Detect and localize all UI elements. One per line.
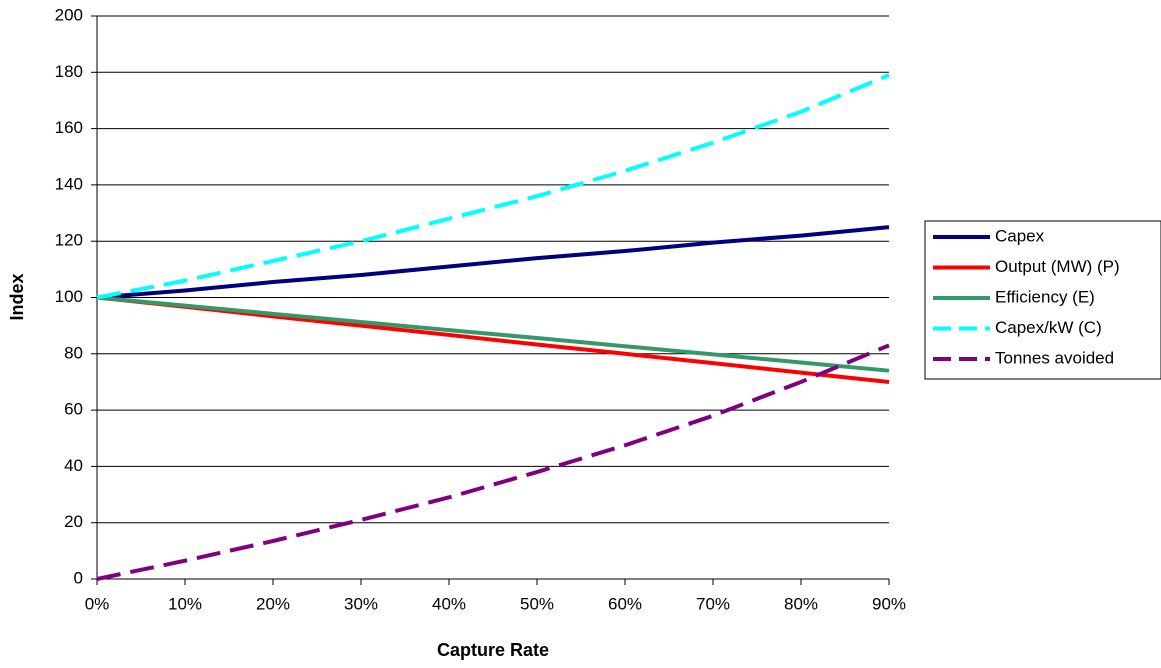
legend-label: Capex/kW (C)	[995, 318, 1102, 337]
y-axis-title: Index	[7, 273, 27, 320]
y-tick-label: 40	[64, 456, 83, 475]
legend-label: Output (MW) (P)	[995, 257, 1120, 276]
y-tick-label: 80	[64, 343, 83, 362]
x-tick-label: 20%	[256, 594, 290, 613]
legend-label: Capex	[995, 226, 1045, 245]
y-tick-label: 60	[64, 400, 83, 419]
x-tick-label: 10%	[168, 594, 202, 613]
series-line	[96, 343, 890, 581]
x-tick-label: 80%	[784, 594, 818, 613]
x-tick-label: 50%	[520, 594, 554, 613]
legend-label: Tonnes avoided	[995, 348, 1114, 367]
x-tick-label: 60%	[608, 594, 642, 613]
x-tick-label: 40%	[432, 594, 466, 613]
y-tick-label: 160	[55, 118, 83, 137]
x-tick-label: 90%	[872, 594, 906, 613]
y-tick-label: 120	[55, 231, 83, 250]
x-axis-title: Capture Rate	[437, 640, 549, 660]
y-tick-label: 100	[55, 287, 83, 306]
x-tick-label: 70%	[696, 594, 730, 613]
x-tick-label: 0%	[85, 594, 110, 613]
legend-label: Efficiency (E)	[995, 287, 1095, 306]
x-tick-label: 30%	[344, 594, 378, 613]
y-tick-label: 180	[55, 62, 83, 81]
series-line	[96, 295, 890, 373]
series-line	[96, 73, 890, 300]
series-line	[96, 225, 890, 300]
y-tick-label: 20	[64, 512, 83, 531]
y-tick-label: 200	[55, 5, 83, 24]
y-tick-label: 140	[55, 174, 83, 193]
y-tick-label: 0	[74, 568, 83, 587]
